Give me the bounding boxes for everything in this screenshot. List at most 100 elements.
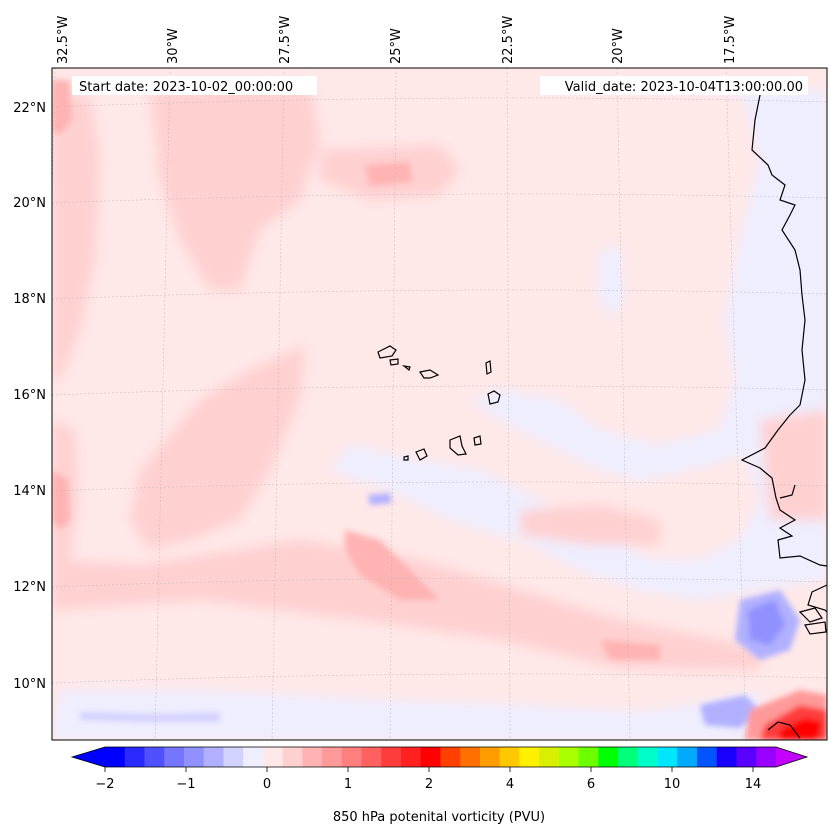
lat-label: 22°N [13,101,46,116]
africa-coastline [767,721,801,739]
parallel-line [52,673,827,684]
colorbar-cell [756,747,777,767]
meridian-line [725,68,747,740]
colorbar-cell [479,747,501,767]
meridian-line [271,68,285,740]
colorbar-cell [144,747,165,767]
cape-verde-islands [377,345,501,461]
colorbar-cell [282,747,303,767]
lat-label: 16°N [13,388,46,403]
pv-positive-strong [345,530,440,600]
lon-label: 22.5°W [501,16,516,64]
colorbar-tick-label: 6 [587,777,595,792]
island-sal [485,360,492,375]
colorbar-cell [262,747,284,767]
colorbar-cell [499,747,520,767]
lat-label: 10°N [13,677,46,692]
colorbar-cell [105,747,126,767]
parallel-line [52,193,827,204]
pv-positive-region [150,85,320,290]
island-fogo [415,448,428,461]
meridian-line [616,68,631,740]
colorbar-cell [223,747,244,767]
pv-positive-region [130,345,305,550]
colorbar-cells [105,747,777,767]
colorbar-under-arrow [72,747,105,767]
colorbar-cell [716,747,737,767]
colorbar-cell [578,747,599,767]
meridian-line [506,68,511,740]
colorbar-tick-label: 4 [506,777,514,792]
colorbar-cell [558,747,580,767]
island-santo-antao [377,345,397,359]
lat-label: 18°N [13,292,46,307]
africa-coastline [779,484,796,499]
pv-negative-region [52,690,760,740]
colorbar-cell [677,747,698,767]
pv-positive-region [52,540,760,670]
meridian-line [154,68,171,740]
colorbar-cell [381,747,402,767]
lat-label: 12°N [13,580,46,595]
pv-contour-fill [52,85,827,740]
island-maio [473,435,482,446]
africa-coastline [740,81,827,567]
colorbar-tick-label: 14 [745,777,762,792]
parallel-line [52,481,827,492]
coastlines [740,81,827,739]
colorbar-cell [618,747,639,767]
colorbar-tick-label: −2 [95,777,114,792]
colorbar-cell [341,747,362,767]
colorbar-label: 850 hPa potenital vorticity (PVU) [333,810,545,825]
latitude-labels: 22°N 20°N 18°N 16°N 14°N 12°N 10°N [13,101,46,692]
pv-negative-strong [368,493,392,505]
longitude-labels: 32.5°W 30°W 27.5°W 25°W 22.5°W 20°W 17.5… [56,16,738,64]
colorbar-cell [124,747,145,767]
africa-coastline [798,607,823,623]
colorbar: −2 −1 0 1 2 4 6 10 14 850 hPa potenital … [70,746,809,825]
island-sao-nicolau [419,369,440,379]
colorbar-tick-label: −1 [176,777,195,792]
colorbar-cell [401,747,422,767]
colorbar-cell [539,747,560,767]
africa-coastline [804,621,827,635]
colorbar-cell [657,747,678,767]
colorbar-cell [519,747,540,767]
parallel-line [52,577,827,588]
lat-label: 14°N [13,484,46,499]
parallel-line [52,385,827,396]
colorbar-cell [637,747,658,767]
lon-label: 27.5°W [278,16,293,64]
colorbar-cell [460,747,481,767]
colorbar-cell [420,747,441,767]
colorbar-cell [736,747,757,767]
colorbar-cell [322,747,343,767]
colorbar-tick-label: 2 [425,777,433,792]
island-brava [403,455,409,461]
pv-positive-strong [52,80,72,135]
colorbar-cell [164,747,185,767]
lon-label: 32.5°W [56,16,71,64]
pv-positive-strong [600,640,660,660]
map-frame [51,67,828,741]
pv-positive-strong [365,162,412,186]
island-santiago [449,435,467,456]
pv-positive-region [520,505,660,545]
start-date-label: Start date: 2023-10-02_00:00:00 [79,80,293,95]
colorbar-tick-label: 1 [344,777,352,792]
pv-positive-hotspot [778,718,822,740]
pv-negative-region [330,85,827,600]
meridian-line [389,68,397,740]
lon-label: 17.5°W [723,16,738,64]
lon-label: 20°W [611,28,626,64]
pv-negative-strong [748,600,785,645]
pv-negative-strong [700,695,760,728]
lon-label: 25°W [389,28,404,64]
colorbar-cell [440,747,461,767]
colorbar-cell [697,747,718,767]
lon-label: 30°W [166,28,181,64]
pv-contour-fill-strong [52,80,827,740]
start-date-box [72,76,317,95]
colorbar-tick-label: 10 [664,777,681,792]
colorbar-tick-label: 0 [263,777,271,792]
